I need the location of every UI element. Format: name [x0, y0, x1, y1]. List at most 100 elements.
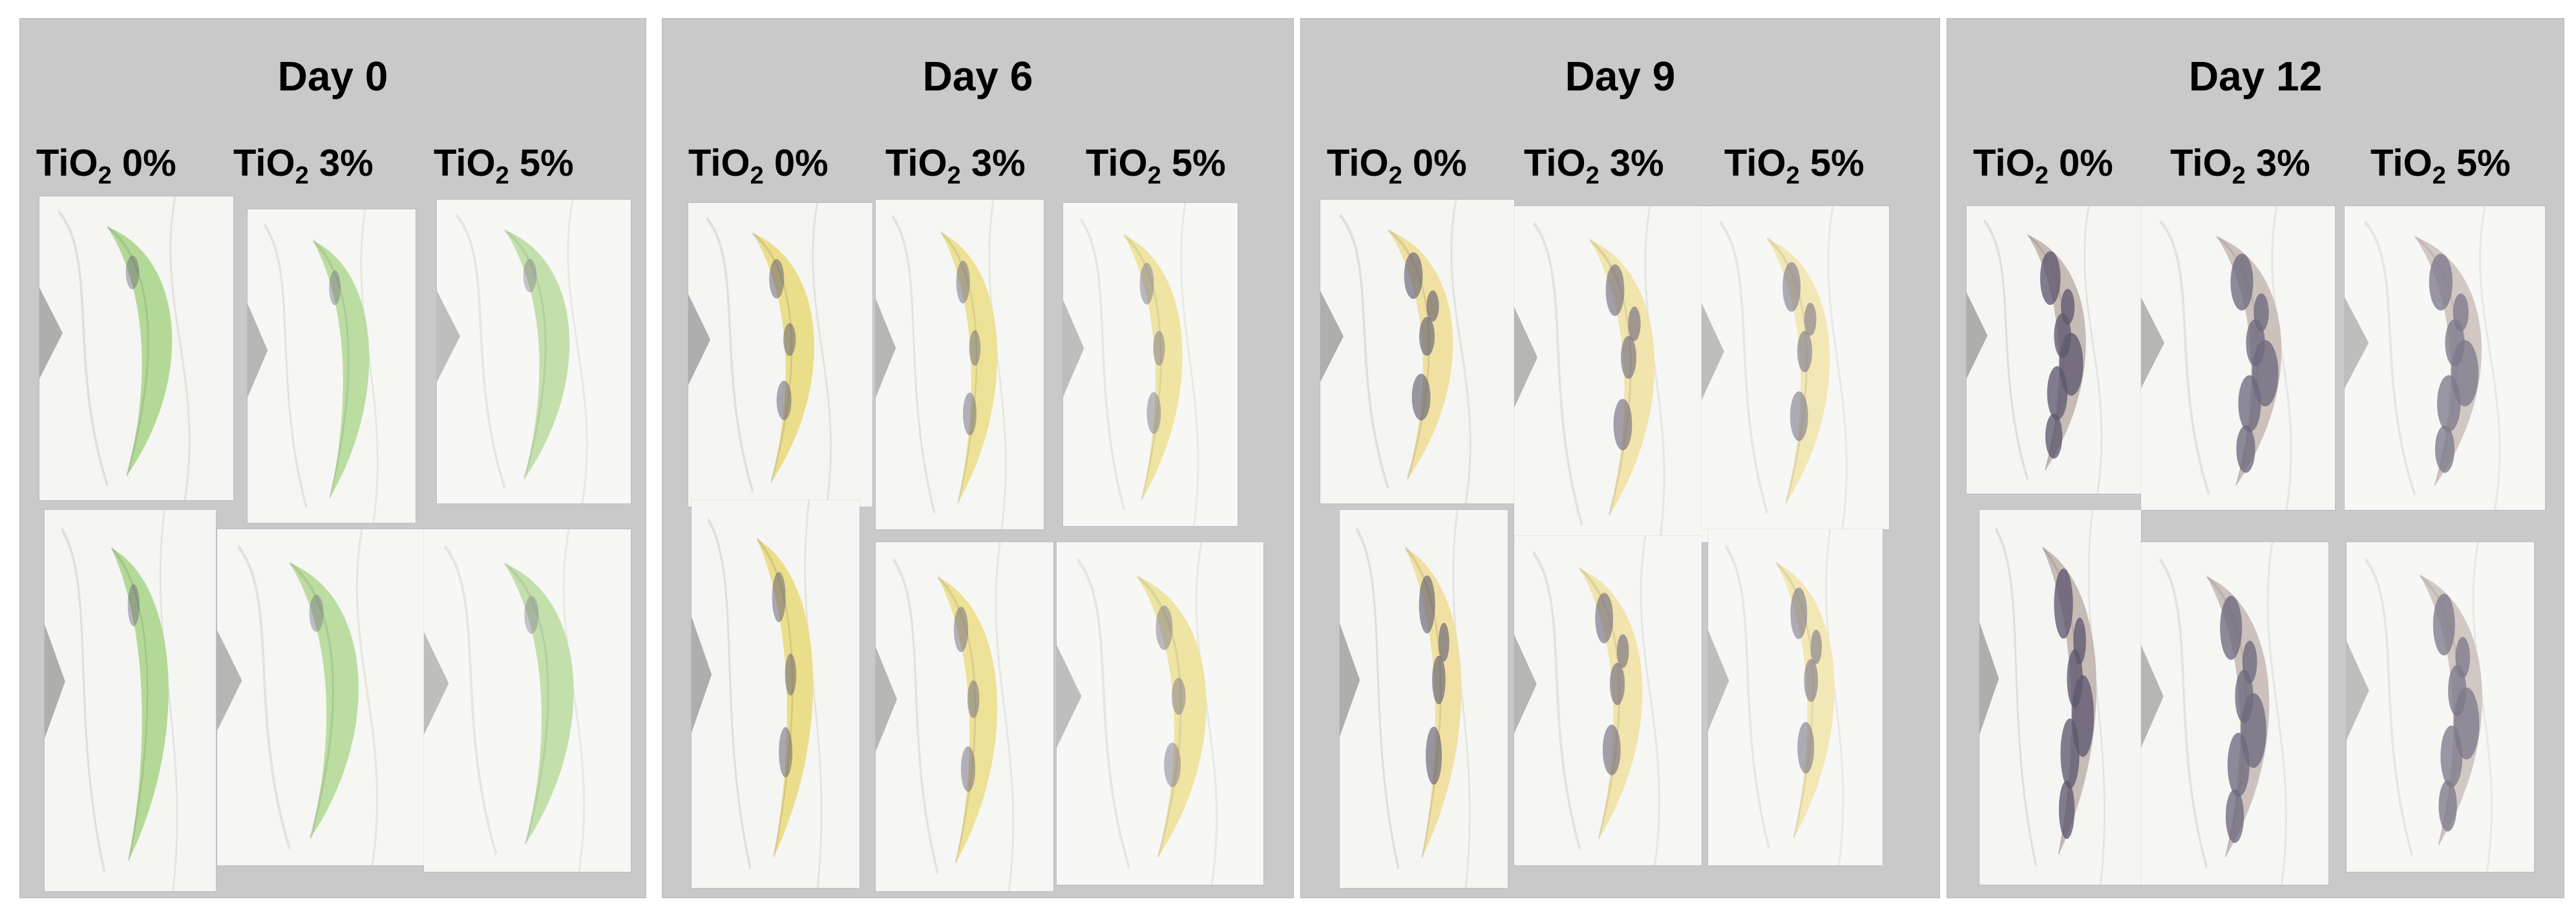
banana-photo: [2345, 206, 2545, 510]
col-percent: 0%: [121, 142, 176, 184]
banana-photo-graphic: [2345, 206, 2545, 510]
col-percent: 0%: [774, 142, 829, 184]
banana-photo: [1967, 206, 2141, 494]
banana-photo-graphic: [45, 510, 216, 891]
col-prefix: TiO: [885, 142, 947, 184]
col-prefix: TiO: [1724, 142, 1786, 184]
col-subscript: 2: [2432, 162, 2446, 189]
banana-photo: [45, 510, 216, 891]
banana-photo-graphic: [2141, 542, 2328, 885]
banana-photo-graphic: [2141, 206, 2335, 510]
banana-photo-graphic: [876, 542, 1053, 891]
col-percent: 3%: [319, 142, 374, 184]
panel-day-1: Day 6 TiO2 0% TiO2 3% TiO2 5%: [662, 18, 1294, 898]
col-percent: 3%: [971, 142, 1026, 184]
col-prefix: TiO: [233, 142, 295, 184]
banana-photo: [1320, 200, 1514, 503]
col-prefix: TiO: [1973, 142, 2035, 184]
col-subscript: 2: [1786, 162, 1800, 189]
col-prefix: TiO: [1086, 142, 1148, 184]
banana-photo-graphic: [424, 529, 631, 872]
banana-photo-graphic: [217, 529, 424, 865]
banana-photo-graphic: [2347, 542, 2534, 872]
column-label-0: TiO2 0%: [1973, 142, 2113, 190]
col-prefix: TiO: [36, 142, 98, 184]
column-label-0: TiO2 0%: [36, 142, 176, 190]
banana-photo: [437, 200, 631, 503]
column-label-2: TiO2 5%: [1724, 142, 1864, 190]
day-title: Day 0: [277, 53, 388, 100]
col-subscript: 2: [98, 162, 112, 189]
banana-photo-graphic: [1340, 510, 1508, 888]
banana-photo: [1340, 510, 1508, 888]
column-label-1: TiO2 3%: [1524, 142, 1664, 190]
panel-day-0: Day 0 TiO2 0% TiO2 3% TiO2 5%: [19, 18, 646, 898]
col-subscript: 2: [947, 162, 961, 189]
col-subscript: 2: [295, 162, 309, 189]
banana-photo: [2141, 542, 2328, 885]
banana-photo: [39, 196, 233, 500]
col-percent: 0%: [2058, 142, 2113, 184]
banana-photo-graphic: [1063, 203, 1238, 526]
col-prefix: TiO: [1327, 142, 1389, 184]
column-label-2: TiO2 5%: [434, 142, 574, 190]
banana-photo: [1514, 536, 1702, 865]
banana-photo: [2347, 542, 2534, 872]
col-subscript: 2: [1388, 162, 1402, 189]
banana-photo-graphic: [1980, 510, 2141, 885]
col-percent: 5%: [2456, 142, 2511, 184]
banana-photo-graphic: [1702, 206, 1889, 529]
col-prefix: TiO: [688, 142, 750, 184]
banana-photo-graphic: [876, 200, 1044, 529]
banana-photo: [1702, 206, 1889, 529]
column-label-0: TiO2 0%: [688, 142, 829, 190]
banana-photo: [1708, 529, 1883, 865]
col-prefix: TiO: [434, 142, 496, 184]
banana-photo-graphic: [1708, 529, 1883, 865]
banana-photo: [1063, 203, 1238, 526]
banana-photo: [876, 542, 1053, 891]
banana-photo: [217, 529, 424, 865]
banana-photo: [424, 529, 631, 872]
col-percent: 3%: [2255, 142, 2310, 184]
col-subscript: 2: [1147, 162, 1161, 189]
day-title: Day 6: [922, 53, 1033, 100]
banana-photo: [2141, 206, 2335, 510]
banana-photo: [1514, 206, 1708, 542]
banana-photo-graphic: [437, 200, 631, 503]
column-label-1: TiO2 3%: [2170, 142, 2310, 190]
col-subscript: 2: [1585, 162, 1599, 189]
banana-photo-graphic: [248, 209, 416, 523]
col-percent: 5%: [1810, 142, 1864, 184]
col-subscript: 2: [750, 162, 764, 189]
day-title: Day 12: [2188, 53, 2323, 100]
banana-photo-graphic: [1320, 200, 1514, 503]
col-percent: 5%: [1171, 142, 1226, 184]
banana-photo-graphic: [1057, 542, 1263, 885]
col-percent: 5%: [519, 142, 574, 184]
banana-photo-graphic: [1967, 206, 2141, 494]
banana-photo: [692, 500, 860, 888]
col-prefix: TiO: [2370, 142, 2433, 184]
day-title: Day 9: [1565, 53, 1676, 100]
col-percent: 3%: [1609, 142, 1664, 184]
col-subscript: 2: [2232, 162, 2246, 189]
col-subscript: 2: [495, 162, 509, 189]
banana-photo-graphic: [1514, 536, 1702, 865]
col-subscript: 2: [2034, 162, 2049, 189]
column-label-1: TiO2 3%: [885, 142, 1026, 190]
col-prefix: TiO: [1524, 142, 1586, 184]
panel-day-3: Day 12 TiO2 0% TiO2 3% TiO2 5%: [1947, 18, 2564, 898]
column-label-2: TiO2 5%: [1086, 142, 1226, 190]
banana-photo: [688, 203, 872, 507]
column-label-2: TiO2 5%: [2370, 142, 2511, 190]
banana-photo: [1057, 542, 1263, 885]
column-label-1: TiO2 3%: [233, 142, 374, 190]
banana-photo-graphic: [39, 196, 233, 500]
banana-photo-graphic: [692, 500, 860, 888]
banana-photo: [1980, 510, 2141, 885]
col-percent: 0%: [1412, 142, 1467, 184]
banana-photo-graphic: [1514, 206, 1708, 542]
column-label-0: TiO2 0%: [1327, 142, 1467, 190]
banana-photo: [876, 200, 1044, 529]
